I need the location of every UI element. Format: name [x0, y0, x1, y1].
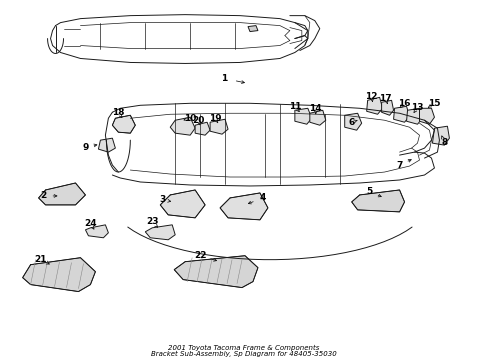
- Text: 20: 20: [192, 116, 204, 125]
- Polygon shape: [220, 193, 267, 220]
- Polygon shape: [247, 26, 258, 32]
- Polygon shape: [381, 100, 393, 115]
- Polygon shape: [112, 115, 135, 133]
- Text: 17: 17: [379, 94, 391, 103]
- Polygon shape: [195, 122, 210, 135]
- Polygon shape: [22, 258, 95, 292]
- Polygon shape: [174, 256, 258, 288]
- Text: 19: 19: [208, 114, 221, 123]
- Text: 4: 4: [259, 193, 265, 202]
- Text: 1: 1: [221, 74, 227, 83]
- Text: 24: 24: [84, 219, 97, 228]
- Text: 6: 6: [348, 118, 354, 127]
- Polygon shape: [39, 183, 85, 205]
- Polygon shape: [406, 108, 422, 124]
- Polygon shape: [145, 225, 175, 240]
- Polygon shape: [351, 190, 404, 212]
- Text: 7: 7: [396, 161, 402, 170]
- Polygon shape: [98, 138, 115, 152]
- Text: 5: 5: [366, 188, 372, 197]
- Text: 11: 11: [288, 102, 301, 111]
- Polygon shape: [431, 126, 448, 145]
- Text: 9: 9: [82, 143, 88, 152]
- Text: 3: 3: [159, 195, 165, 204]
- Text: 2: 2: [41, 192, 46, 201]
- Text: 12: 12: [365, 92, 377, 101]
- Text: 8: 8: [440, 138, 447, 147]
- Polygon shape: [210, 119, 227, 134]
- Polygon shape: [294, 108, 311, 124]
- Text: Bracket Sub-Assembly, Sp Diagram for 48405-35030: Bracket Sub-Assembly, Sp Diagram for 484…: [151, 351, 336, 357]
- Polygon shape: [170, 117, 195, 135]
- Text: 10: 10: [183, 114, 196, 123]
- Text: 21: 21: [34, 255, 47, 264]
- Polygon shape: [366, 97, 382, 114]
- Text: 18: 18: [112, 108, 124, 117]
- Text: 16: 16: [398, 99, 410, 108]
- Text: 22: 22: [193, 251, 206, 260]
- Text: 15: 15: [427, 99, 440, 108]
- Polygon shape: [85, 225, 108, 238]
- Polygon shape: [160, 190, 204, 218]
- Text: 13: 13: [410, 103, 423, 112]
- Polygon shape: [344, 113, 361, 130]
- Text: 23: 23: [146, 217, 158, 226]
- Polygon shape: [393, 106, 408, 122]
- Text: 2001 Toyota Tacoma Frame & Components: 2001 Toyota Tacoma Frame & Components: [168, 345, 319, 351]
- Polygon shape: [309, 110, 325, 125]
- Text: 14: 14: [309, 104, 322, 113]
- Polygon shape: [419, 108, 433, 124]
